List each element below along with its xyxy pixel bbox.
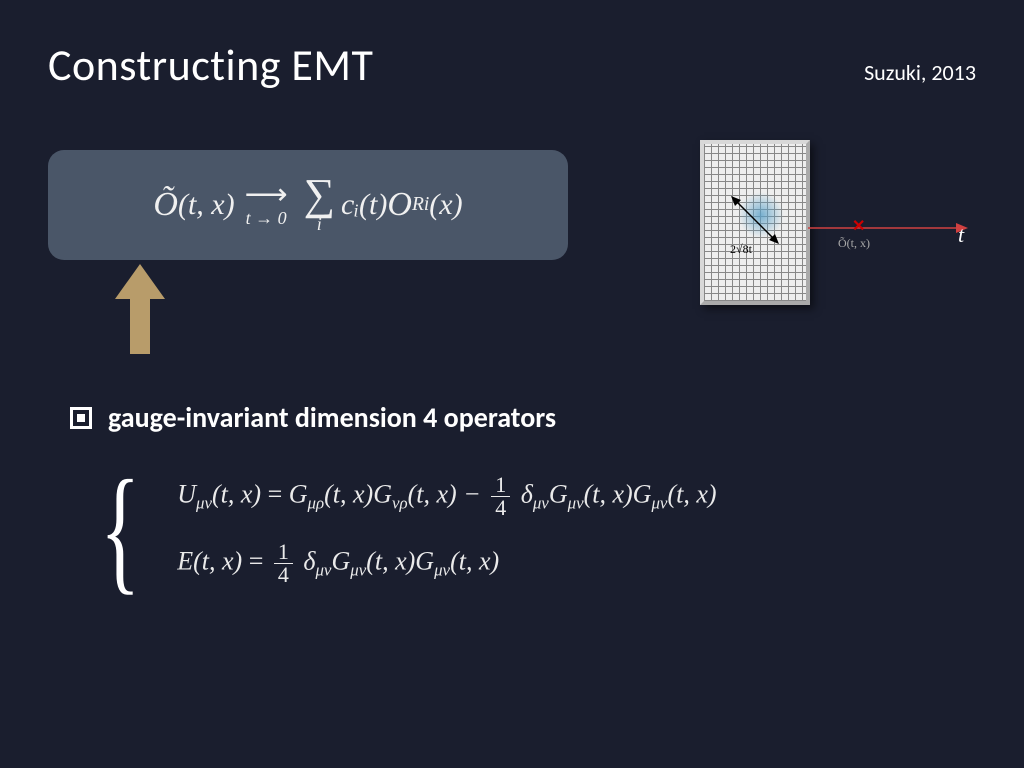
- sum-index: i: [317, 214, 322, 235]
- eq1-t2a: G: [549, 479, 568, 508]
- eq1-t1a-args: (t, x): [324, 479, 373, 508]
- operator-label: Õ(t, x): [838, 236, 870, 251]
- up-arrow-icon: [115, 264, 165, 354]
- eq2-ta-sub: μν: [350, 561, 366, 580]
- eq1-t2b-args: (t, x): [667, 479, 716, 508]
- bullet-icon: [70, 407, 92, 429]
- eq2-tb-args: (t, x): [450, 546, 499, 575]
- slide-title: Constructing EMT: [48, 38, 373, 92]
- eq1-lhs: U: [177, 479, 196, 508]
- eq2-tb-sub: μν: [434, 561, 450, 580]
- eq2-delta-sub: μν: [315, 561, 331, 580]
- eq1-t2a-sub: μν: [568, 494, 584, 513]
- eq1-frac: 14: [491, 474, 510, 519]
- eq1-delta-sub: μν: [533, 494, 549, 513]
- sum-symbol: ∑: [304, 175, 335, 215]
- formula-lhs-args: (t, x): [178, 188, 235, 222]
- dimension-arrow-icon: [729, 194, 789, 244]
- eq1-t2a-args: (t, x): [584, 479, 633, 508]
- arrow-limit: t → 0: [246, 208, 287, 229]
- eq1-lhs-sub: μν: [196, 494, 212, 513]
- eq1-t2b-sub: μν: [651, 494, 667, 513]
- eq2-ta: G: [331, 546, 350, 575]
- formula-rhs-sup: R: [412, 194, 424, 216]
- eq1-frac-num: 1: [491, 474, 510, 497]
- formula-lhs-operator: Õ: [153, 186, 178, 224]
- equations-block: { Uμν(t, x) = Gμρ(t, x)Gνρ(t, x) − 14 δμ…: [100, 460, 717, 600]
- eq1-t1b: G: [373, 479, 392, 508]
- bullet-text: gauge-invariant dimension 4 operators: [108, 400, 556, 435]
- eq1-minus: −: [463, 479, 481, 508]
- lattice-grid: 2√8t: [700, 140, 810, 305]
- dimension-label: 2√8t: [730, 242, 752, 257]
- red-x-marker: ✕: [852, 216, 865, 236]
- eq1-t2b: G: [633, 479, 652, 508]
- formula-box: Õ (t, x) ⟶ t → 0 ∑ i cᵢ(t) ORi (x): [48, 150, 568, 260]
- formula-coeff: cᵢ(t): [341, 188, 387, 222]
- eq2-frac-num: 1: [274, 541, 293, 564]
- lattice-diagram: 2√8t ✕ t Õ(t, x): [700, 140, 980, 320]
- bullet-row: gauge-invariant dimension 4 operators: [70, 400, 556, 435]
- eq2-lhs: E: [177, 546, 193, 575]
- eq2-delta: δ: [303, 546, 315, 575]
- eq1-frac-den: 4: [491, 497, 510, 519]
- t-axis-label: t: [958, 222, 964, 248]
- eq1-t1b-sub: νρ: [392, 494, 408, 513]
- eq1-t1a: G: [289, 479, 308, 508]
- eq1-t1a-sub: μρ: [308, 494, 325, 513]
- brace-icon: {: [100, 460, 140, 600]
- formula-arrow: ⟶ t → 0: [245, 181, 288, 229]
- eq2-frac: 14: [274, 541, 293, 586]
- formula-rhs-args: (x): [429, 188, 462, 222]
- eq2-frac-den: 4: [274, 564, 293, 586]
- eq1-delta: δ: [521, 479, 533, 508]
- arrow-symbol: ⟶: [245, 181, 288, 208]
- eq1-t1b-args: (t, x): [408, 479, 457, 508]
- t-axis-arrow-icon: [808, 220, 968, 236]
- eq2-ta-args: (t, x): [366, 546, 415, 575]
- eq2-args: (t, x): [193, 546, 242, 575]
- equation-1: Uμν(t, x) = Gμρ(t, x)Gνρ(t, x) − 14 δμνG…: [177, 474, 716, 519]
- equation-2: E(t, x) = 14 δμνGμν(t, x)Gμν(t, x): [177, 541, 716, 586]
- citation: Suzuki, 2013: [864, 59, 976, 86]
- formula-rhs-operator: O: [387, 186, 412, 224]
- eq1-args: (t, x): [212, 479, 261, 508]
- formula-sum: ∑ i: [304, 175, 335, 236]
- eq2-tb: G: [415, 546, 434, 575]
